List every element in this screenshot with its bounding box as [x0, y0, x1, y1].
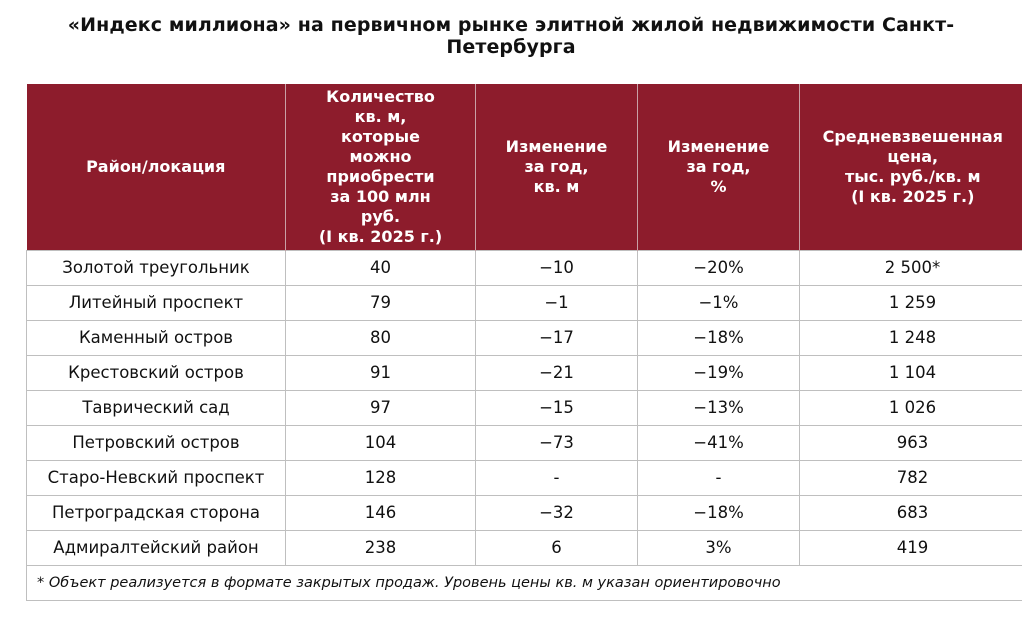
column-header-line: кв. м: [533, 176, 580, 196]
cell-sqm-per-100m: 79: [285, 284, 476, 321]
cell-change-percent: -: [637, 459, 800, 496]
header-district: Район/локация: [26, 84, 286, 250]
cell-avg-price: 1 259: [799, 284, 1022, 321]
cell-avg-price: 2 500*: [799, 249, 1022, 286]
cell-district: Литейный проспект: [26, 284, 286, 321]
column-header-line: за год,: [524, 156, 589, 176]
cell-change-percent: 3%: [637, 529, 800, 566]
cell-district: Адмиралтейский район: [26, 529, 286, 566]
cell-district: Старо-Невский проспект: [26, 459, 286, 496]
cell-avg-price: 683: [799, 494, 1022, 531]
column-header-line: (I кв. 2025 г.): [851, 186, 975, 206]
column-header-line: Количество: [326, 86, 435, 106]
page-title-line-2: Петербурга: [446, 36, 576, 58]
table-row: Адмиралтейский район 238 6 3% 419: [26, 529, 1022, 566]
header-change-percent: Изменение за год,%: [637, 84, 800, 250]
cell-change-sqm: −15: [475, 389, 638, 426]
cell-change-sqm: −73: [475, 424, 638, 461]
cell-change-sqm: 6: [475, 529, 638, 566]
data-table: Район/локация Количество кв. м, которые можн…: [26, 84, 1022, 601]
cell-change-percent: −20%: [637, 249, 800, 286]
table-row: Каменный остров 80 −17 −18% 1 248: [26, 319, 1022, 356]
cell-change-sqm: −21: [475, 354, 638, 391]
column-header-line: приобрести: [326, 166, 435, 186]
page-title-line-1: «Индекс миллиона» на первичном рынке эли…: [67, 14, 955, 36]
cell-avg-price: 419: [799, 529, 1022, 566]
header-avg-price: Средневзвешенная цена, тыс. руб./кв. м (I к…: [799, 84, 1022, 250]
cell-sqm-per-100m: 104: [285, 424, 476, 461]
column-header-line: руб.: [360, 206, 401, 226]
column-header-line: (I кв. 2025 г.): [318, 226, 443, 246]
column-header-line: можно: [349, 146, 412, 166]
column-header-line: %: [710, 176, 727, 196]
column-header-line: которые: [341, 126, 420, 146]
table-body: Золотой треугольник 40 −10 −20% 2 500* Литейн…: [26, 249, 1022, 566]
column-header-line: за 100 млн: [330, 186, 431, 206]
cell-district: Таврический сад: [26, 389, 286, 426]
cell-sqm-per-100m: 80: [285, 319, 476, 356]
table-row: Петроградская сторона 146 −32 −18% 683: [26, 494, 1022, 531]
cell-district: Крестовский остров: [26, 354, 286, 391]
cell-avg-price: 1 026: [799, 389, 1022, 426]
table-header: Район/локация Количество кв. м, которые можн…: [26, 84, 1022, 250]
page-title: «Индекс миллиона» на первичном рынке эли…: [0, 14, 1022, 58]
column-header-line: Изменение: [505, 136, 608, 156]
cell-change-percent: −19%: [637, 354, 800, 391]
column-header-line: за год,: [686, 156, 751, 176]
cell-change-percent: −18%: [637, 319, 800, 356]
footnote: * Объект реализуется в формате закрытых …: [26, 564, 1022, 601]
column-header-line: кв. м,: [354, 106, 407, 126]
column-header-line: Средневзвешенная: [822, 126, 1003, 146]
cell-district: Петровский остров: [26, 424, 286, 461]
cell-sqm-per-100m: 128: [285, 459, 476, 496]
column-header-line: Изменение: [667, 136, 770, 156]
header-change-sqm: Изменение за год, кв. м: [475, 84, 638, 250]
cell-district: Каменный остров: [26, 319, 286, 356]
cell-change-sqm: −17: [475, 319, 638, 356]
cell-district: Петроградская сторона: [26, 494, 286, 531]
cell-avg-price: 1 248: [799, 319, 1022, 356]
cell-change-percent: −41%: [637, 424, 800, 461]
cell-district: Золотой треугольник: [26, 249, 286, 286]
cell-sqm-per-100m: 97: [285, 389, 476, 426]
cell-sqm-per-100m: 40: [285, 249, 476, 286]
table-header-row: Район/локация Количество кв. м, которые можн…: [26, 84, 1022, 250]
cell-sqm-per-100m: 238: [285, 529, 476, 566]
header-sqm-per-100m: Количество кв. м, которые можно приобрести за…: [285, 84, 476, 250]
cell-change-percent: −13%: [637, 389, 800, 426]
cell-change-sqm: −10: [475, 249, 638, 286]
cell-change-sqm: −1: [475, 284, 638, 321]
table-row: Старо-Невский проспект 128- -782: [26, 459, 1022, 496]
column-header-line: Район/локация: [86, 156, 226, 176]
cell-change-sqm: −32: [475, 494, 638, 531]
cell-avg-price: 963: [799, 424, 1022, 461]
column-header-line: цена,: [887, 146, 939, 166]
table-row: Золотой треугольник 40 −10 −20% 2 500*: [26, 249, 1022, 286]
cell-sqm-per-100m: 146: [285, 494, 476, 531]
column-header-line: тыс. руб./кв. м: [844, 166, 981, 186]
cell-change-percent: −18%: [637, 494, 800, 531]
cell-avg-price: 1 104: [799, 354, 1022, 391]
table-row: Петровский остров 104 −73 −41% 963: [26, 424, 1022, 461]
cell-change-sqm: -: [475, 459, 638, 496]
table-footer: * Объект реализуется в формате закрытых …: [26, 564, 1022, 601]
cell-sqm-per-100m: 91: [285, 354, 476, 391]
cell-avg-price: 782: [799, 459, 1022, 496]
footnote-row: * Объект реализуется в формате закрытых …: [26, 564, 1022, 601]
table-row: Таврический сад 97 −15 −13% 1 026: [26, 389, 1022, 426]
cell-change-percent: −1%: [637, 284, 800, 321]
table-row: Крестовский остров 91 −21 −19% 1 104: [26, 354, 1022, 391]
table-row: Литейный проспект 79 −1 −1% 1 259: [26, 284, 1022, 321]
